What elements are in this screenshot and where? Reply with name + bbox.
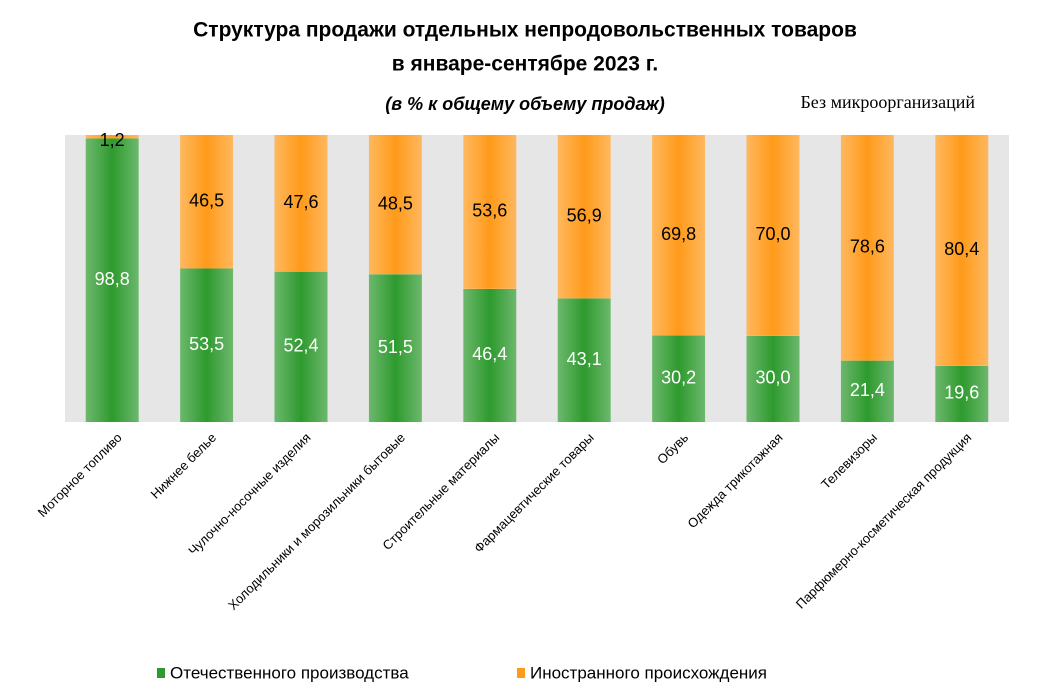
- value-label: 78,6: [850, 237, 885, 257]
- x-tick-label: Одежда трикотажная: [684, 430, 785, 531]
- bar-segment: [85, 135, 139, 139]
- value-label: 19,6: [944, 383, 979, 403]
- bar-segment: [368, 274, 422, 422]
- bar-segment: [463, 135, 517, 289]
- legend-label: Иностранного происхождения: [530, 663, 767, 682]
- legend-marker: [157, 668, 165, 678]
- value-label: 46,4: [472, 344, 507, 364]
- value-label: 46,5: [189, 190, 224, 210]
- bar-segment: [840, 135, 894, 361]
- bar-segment: [557, 135, 611, 299]
- legend-label: Отечественного производства: [170, 663, 409, 682]
- value-label: 69,8: [661, 224, 696, 244]
- bar-segment: [746, 135, 800, 336]
- bar-segment: [652, 335, 706, 422]
- x-tick-label: Холодильники и морозильники бытовые: [225, 430, 408, 613]
- bar-segment: [180, 135, 234, 269]
- bar-segment: [463, 288, 517, 422]
- value-label: 30,2: [661, 367, 696, 387]
- value-label: 56,9: [567, 205, 602, 225]
- bar-segment: [274, 271, 328, 422]
- bar-segment: [368, 135, 422, 275]
- value-label: 21,4: [850, 380, 885, 400]
- value-label: 30,0: [755, 368, 790, 388]
- legend-marker: [517, 668, 525, 678]
- value-label: 52,4: [283, 336, 318, 356]
- chart-subtitle: (в % к общему объему продаж): [385, 94, 665, 114]
- bar-segment: [935, 365, 989, 422]
- value-label: 48,5: [378, 193, 413, 213]
- bar-segment: [274, 135, 328, 272]
- chart-note: Без микроорганизаций: [800, 92, 975, 112]
- chart-title: Структура продажи отдельных непродовольс…: [193, 19, 857, 42]
- bar-segment: [85, 138, 139, 422]
- value-label: 53,6: [472, 201, 507, 221]
- value-label: 47,6: [283, 192, 318, 212]
- x-tick-label: Моторное топливо: [35, 430, 125, 520]
- value-label: 98,8: [95, 269, 130, 289]
- bar-segment: [840, 360, 894, 422]
- x-tick-label: Парфюмерно-косметическая продукция: [793, 430, 975, 612]
- bar-segment: [180, 268, 234, 422]
- bar-segment: [746, 335, 800, 422]
- value-label: 51,5: [378, 337, 413, 357]
- bar-segment: [557, 298, 611, 422]
- value-label: 1,2: [100, 130, 125, 150]
- x-tick-label: Телевизоры: [818, 430, 880, 492]
- bar-segment: [652, 135, 706, 336]
- x-tick-label: Нижнее белье: [148, 430, 220, 502]
- value-label: 80,4: [944, 239, 979, 259]
- bar-segment: [935, 135, 989, 366]
- value-label: 43,1: [567, 349, 602, 369]
- chart-title: в январе-сентябре 2023 г.: [392, 53, 658, 76]
- value-label: 53,5: [189, 334, 224, 354]
- value-label: 70,0: [755, 224, 790, 244]
- x-tick-label: Обувь: [654, 430, 691, 467]
